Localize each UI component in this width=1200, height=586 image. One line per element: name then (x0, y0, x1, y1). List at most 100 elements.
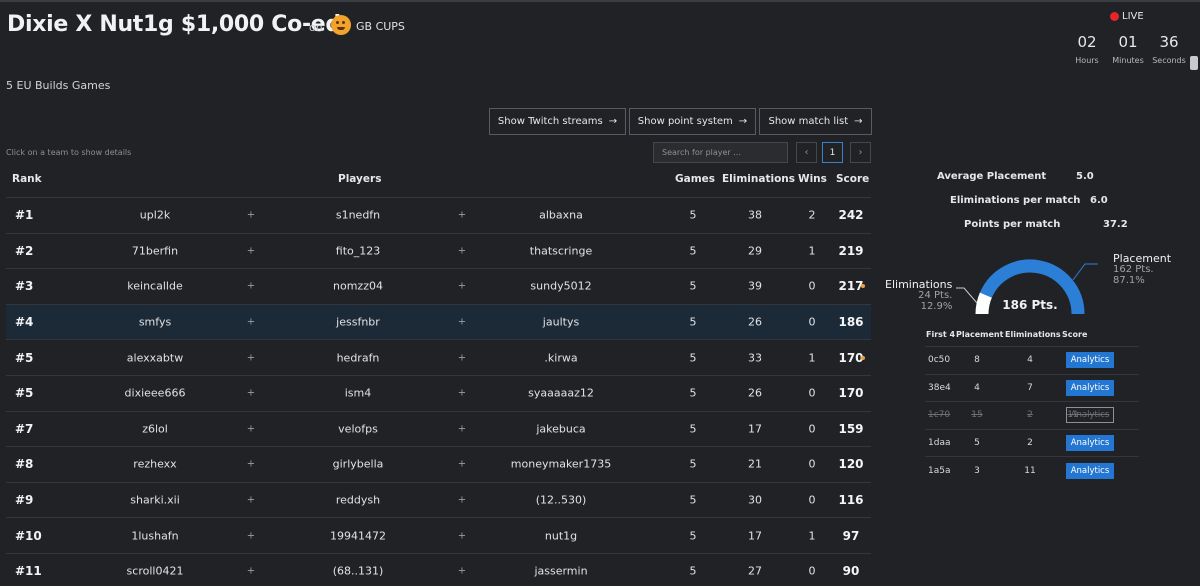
games-cell: 5 (689, 457, 697, 471)
player-1-name: 71berfin (131, 244, 179, 258)
button-label: Show match list (768, 116, 849, 127)
eliminations-callout-line (956, 287, 978, 304)
games-cell: 5 (689, 564, 697, 578)
team-row[interactable]: #7 z6lol + velofps + jakebuca 5 17 0 159 (6, 410, 871, 447)
players-column-header: Players (338, 173, 382, 185)
countdown-value: 36 (1159, 33, 1179, 51)
analytics-button[interactable]: Analytics (1066, 462, 1114, 479)
eliminations-callout: Eliminations 24 Pts. 12.9% (885, 279, 952, 312)
show-twitch-streams-button[interactable]: Show Twitch streams → (489, 108, 626, 135)
player-3-name: thatscringe (529, 244, 593, 258)
eliminations-cell: 29 (748, 244, 762, 258)
on-label: on (309, 21, 323, 34)
wins-cell: 0 (808, 457, 816, 471)
leaderboard-table: #1 upl2k + s1nedfn + albaxna 5 38 2 242 #2 71berfin… (6, 197, 871, 586)
live-match-dot-icon (861, 284, 865, 289)
button-label: Show Twitch streams (497, 116, 603, 127)
button-label: Show point system (637, 116, 733, 127)
analytics-button[interactable]: Analytics (1066, 379, 1114, 396)
live-label: LIVE (1122, 11, 1144, 22)
player-3-name: jaultys (542, 315, 580, 329)
points-breakdown-chart: 186 Pts. (975, 259, 1085, 315)
player-search-input[interactable] (653, 142, 788, 163)
player-2-name: 19941472 (330, 529, 386, 543)
team-row[interactable]: #1 upl2k + s1nedfn + albaxna 5 38 2 242 (6, 197, 871, 233)
previous-page-button[interactable]: ‹ (796, 142, 817, 163)
callout-points: 24 Pts. (918, 290, 953, 301)
total-points: 186 Pts. (1002, 298, 1057, 312)
match-eliminations: 2 (1027, 438, 1033, 449)
team-row[interactable]: #10 1lushafn +19941472 + nut1g 5 17 1 97 (6, 517, 871, 553)
plus-icon: + (246, 352, 256, 364)
plus-icon: + (246, 458, 256, 470)
eliminations-cell: 26 (748, 315, 762, 329)
wins-cell: 2 (808, 208, 816, 222)
score-cell: 90 (842, 564, 860, 579)
team-row[interactable]: #2 71berfin + fito_123 + thatscringe 5 29 1 219 (6, 232, 871, 269)
eliminations-per-match-label: Eliminations per match (950, 195, 1081, 206)
plus-icon: + (457, 209, 467, 221)
player-1-name: 1lushafn (131, 529, 179, 543)
eliminations-cell: 26 (748, 386, 762, 400)
plus-icon: + (457, 316, 467, 328)
score-cell: 120 (838, 457, 864, 472)
team-row[interactable]: #5 dixieee666 + ism4 + syaaaaaz12 5 26 0 170 (6, 374, 871, 411)
score-cell: 97 (842, 528, 860, 543)
organizer-name[interactable]: GB CUPS (356, 20, 405, 33)
match-row: 38e44751Analytics (925, 373, 1139, 402)
score-cell: 186 (838, 315, 864, 330)
team-row[interactable]: #4 smfys + jessfnbr + jaultys 5 26 0 186 (6, 303, 871, 340)
countdown-unit: Minutes (1112, 56, 1144, 65)
plus-icon: + (246, 494, 256, 506)
analytics-button[interactable]: Analytics (1066, 352, 1114, 369)
score-cell: 116 (838, 493, 864, 508)
analytics-button[interactable]: Analytics (1066, 435, 1114, 452)
analytics-button[interactable]: Analytics (1066, 407, 1114, 424)
team-row[interactable]: #8 rezhexx + girlybella + moneymaker1735 5 21 0 1… (6, 446, 871, 482)
score-cell: 170 (838, 350, 864, 365)
match-eliminations: 7 (1027, 382, 1033, 393)
eliminations-cell: 27 (748, 564, 762, 578)
games-cell: 5 (689, 493, 697, 507)
rank-cell: #2 (15, 243, 34, 258)
eliminations-column-header: Eliminations (1005, 330, 1061, 339)
match-placement: 8 (974, 355, 980, 366)
games-cell: 5 (689, 529, 697, 543)
plus-icon: + (457, 423, 467, 435)
team-row[interactable]: #5 alexxabtw + hedrafn + .kirwa 5 33 1 170 (6, 339, 871, 375)
match-row: 1a5a31159Analytics (925, 456, 1139, 484)
page-1-button[interactable]: 1 (822, 142, 843, 163)
plus-icon: + (246, 280, 256, 292)
countdown-value: 02 (1077, 33, 1097, 51)
player-1-name: dixieee666 (124, 386, 186, 400)
plus-icon: + (246, 387, 256, 399)
team-row[interactable]: #9 sharki.xii + reddysh + (12..530) 5 30 0 116 (6, 481, 871, 518)
callout-percent: 12.9% (920, 301, 953, 312)
match-table-header: First 4 Placement Eliminations Score (925, 330, 1139, 346)
show-match-list-button[interactable]: Show match list → (759, 108, 872, 135)
player-3-name: jakebuca (536, 422, 586, 436)
wins-cell: 0 (808, 422, 816, 436)
team-row[interactable]: #11 scroll0421 + (68..131) + jassermin 5 27 0 90 (6, 552, 871, 586)
callout-percent: 87.1% (1113, 275, 1145, 286)
live-indicator: LIVE (1110, 11, 1144, 22)
player-1-name: scroll0421 (126, 564, 184, 578)
plus-icon: + (457, 387, 467, 399)
match-breakdown-table: First 4 Placement Eliminations Score 0c5… (925, 330, 1139, 484)
show-point-system-button[interactable]: Show point system → (629, 108, 756, 135)
score-cell: 219 (838, 243, 864, 258)
top-divider (0, 0, 1200, 2)
scrollbar-thumb[interactable] (1190, 56, 1198, 70)
player-3-name: .kirwa (544, 351, 578, 365)
eliminations-per-match-value: 6.0 (1090, 195, 1108, 206)
eliminations-cell: 30 (748, 493, 762, 507)
team-row[interactable]: #3 keincallde + nomzz04 + sundy5012 5 39 0 217 (6, 268, 871, 304)
plus-icon: + (457, 530, 467, 542)
countdown-seconds: 36 Seconds (1149, 33, 1189, 65)
plus-icon: + (246, 245, 256, 257)
event-subtitle: 5 EU Builds Games (6, 79, 111, 92)
points-per-match-label: Points per match (964, 219, 1061, 230)
next-page-button[interactable]: › (850, 142, 871, 163)
organizer-logo-icon[interactable] (331, 15, 351, 35)
placement-segment (979, 259, 1085, 315)
